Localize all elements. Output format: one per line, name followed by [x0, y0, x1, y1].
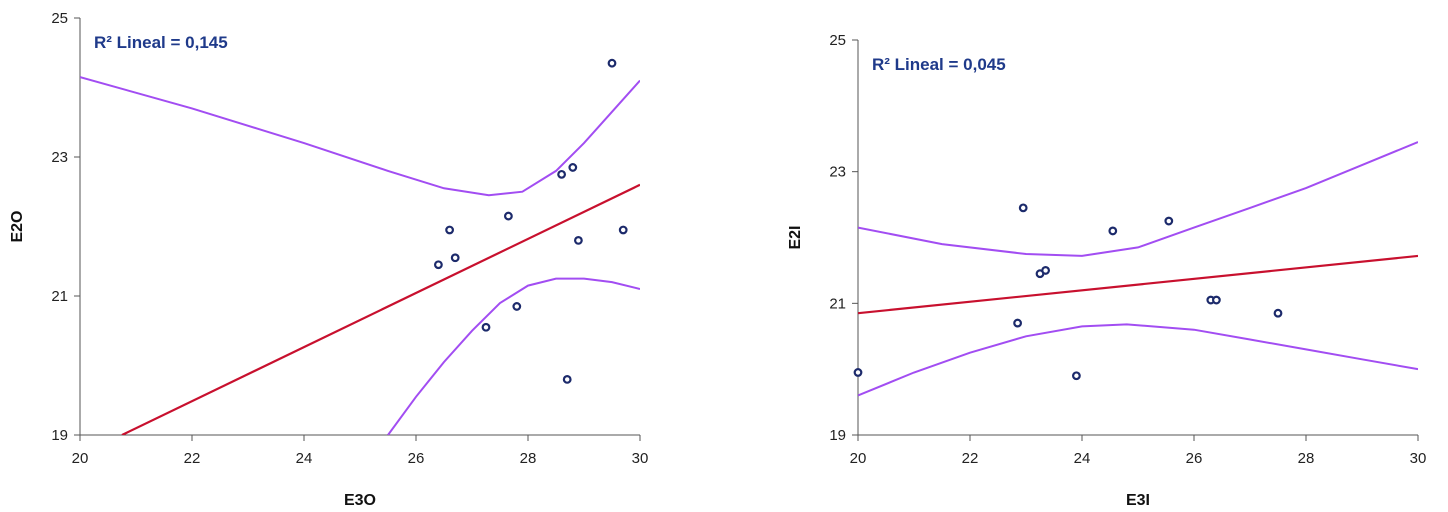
ci-lower-curve-left: [387, 277, 640, 435]
y-tick-label: 23: [829, 164, 846, 181]
data-point: [1273, 308, 1283, 318]
y-tick-label: 19: [51, 427, 68, 444]
x-axis-title-right: E3I: [1126, 492, 1150, 509]
ci-lower-curve-right: [858, 323, 1418, 397]
data-point: [1164, 216, 1174, 226]
data-point: [574, 235, 583, 245]
y-tick-label: 25: [829, 32, 846, 49]
data-point: [504, 211, 513, 221]
x-tick-label: 28: [520, 450, 537, 467]
y-tick-label: 23: [51, 149, 68, 166]
x-tick-label: 26: [408, 450, 425, 467]
data-point: [853, 368, 863, 377]
data-point: [1211, 295, 1221, 305]
data-point: [445, 225, 455, 235]
data-point: [481, 322, 491, 332]
fit-line-right: [858, 254, 1418, 315]
data-point: [607, 58, 617, 68]
x-tick-label: 30: [1410, 450, 1427, 467]
data-point: [1071, 371, 1081, 381]
x-axis-title-left: E3O: [344, 492, 376, 509]
data-point: [1018, 203, 1028, 213]
data-point: [562, 375, 572, 384]
scatter-panel-right: 20 22 24 26 28 30 19 21 23 25 E3I E2I R² Lineal = 0,…: [787, 32, 1426, 509]
data-point: [618, 225, 628, 235]
x-tick-label: 20: [72, 450, 89, 467]
x-tick-label: 20: [850, 450, 867, 467]
data-point: [1108, 226, 1118, 236]
y-axis-title-left: E2O: [9, 210, 26, 242]
x-tick-label: 28: [1298, 450, 1315, 467]
x-tick-label: 24: [296, 450, 313, 467]
ci-upper-curve-right: [858, 141, 1418, 257]
data-point: [1013, 318, 1022, 328]
data-point: [557, 169, 566, 179]
x-tick-label: 30: [632, 450, 649, 467]
data-point: [1041, 266, 1050, 275]
y-tick-label: 19: [829, 427, 846, 444]
x-tick-label: 22: [184, 450, 201, 467]
y-tick-label: 25: [51, 10, 68, 27]
r-squared-label-right: R² Lineal = 0,045: [872, 55, 1006, 74]
x-tick-label: 22: [962, 450, 979, 467]
scatter-panel-left: 20 22 24 26 28 30 19 21 23 25 E3O E2O R² Lineal = 0,…: [9, 10, 648, 509]
y-tick-label: 21: [829, 295, 846, 312]
ci-upper-curve-left: [80, 76, 640, 197]
data-point: [450, 253, 460, 263]
data-point: [512, 302, 522, 311]
r-squared-label-left: R² Lineal = 0,145: [94, 33, 228, 52]
x-tick-label: 24: [1074, 450, 1091, 467]
fit-line-left: [121, 183, 640, 435]
data-point: [568, 163, 578, 172]
y-tick-label: 21: [51, 288, 68, 305]
x-tick-label: 26: [1186, 450, 1203, 467]
y-axis-title-right: E2I: [787, 225, 804, 249]
data-point: [434, 260, 443, 270]
